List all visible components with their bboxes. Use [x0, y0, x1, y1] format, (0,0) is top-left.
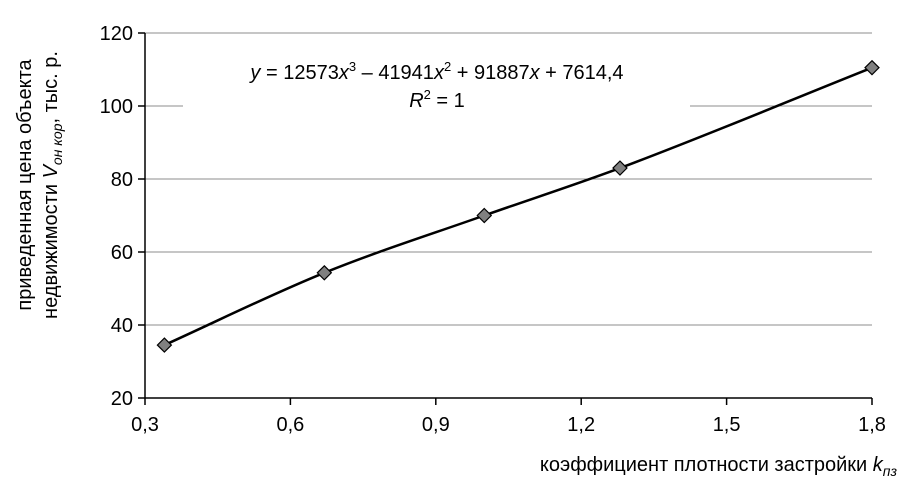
data-point-marker [864, 59, 880, 76]
x-tick-label: 1,2 [567, 414, 595, 436]
equation-label-background [183, 54, 690, 124]
y-tick-label: 20 [111, 388, 133, 410]
x-axis-label: коэффициент плотности застройки kпз [540, 454, 898, 479]
x-tick-label: 0,6 [276, 414, 304, 436]
data-point-marker [612, 160, 628, 176]
data-points [156, 59, 880, 353]
svg-text:недвижимости Vон кор, тыс. р.: недвижимости Vон кор, тыс. р. [40, 51, 65, 319]
y-ticks: 20 40 60 80 100 120 [100, 23, 145, 410]
x-ticks: 0,3 0,6 0,9 1,2 1,5 1,8 [131, 398, 886, 436]
trendline-r2: R2 = 1 [409, 87, 465, 112]
data-point-marker [156, 337, 173, 353]
y-tick-label: 120 [100, 23, 133, 45]
y-tick-label: 100 [100, 96, 133, 118]
data-point-marker [476, 207, 493, 224]
y-tick-label: 60 [111, 242, 133, 264]
y-axis-label-unit: , тыс. р. [40, 51, 62, 123]
y-tick-label: 80 [111, 169, 133, 191]
y-axis-label-line1: приведенная цена объекта [14, 58, 36, 310]
trendline-equation: y = 12573x3 – 41941x2 + 91887x + 7614,4 [248, 59, 623, 84]
y-tick-label: 40 [111, 315, 133, 337]
x-tick-label: 1,5 [713, 414, 741, 436]
x-tick-label: 1,8 [858, 414, 886, 436]
x-tick-label: 0,9 [422, 414, 450, 436]
x-tick-label: 0,3 [131, 414, 159, 436]
y-axis-label-var: V [40, 163, 62, 178]
y-axis-label-text: недвижимости [40, 178, 62, 319]
svg-text:приведенная цена объекта: приведенная цена объекта [14, 58, 36, 310]
data-point-marker [316, 264, 333, 281]
y-axis-label: приведенная цена объекта недвижимости Vо… [14, 51, 65, 319]
y-axis-label-sub: он кор [49, 123, 65, 165]
